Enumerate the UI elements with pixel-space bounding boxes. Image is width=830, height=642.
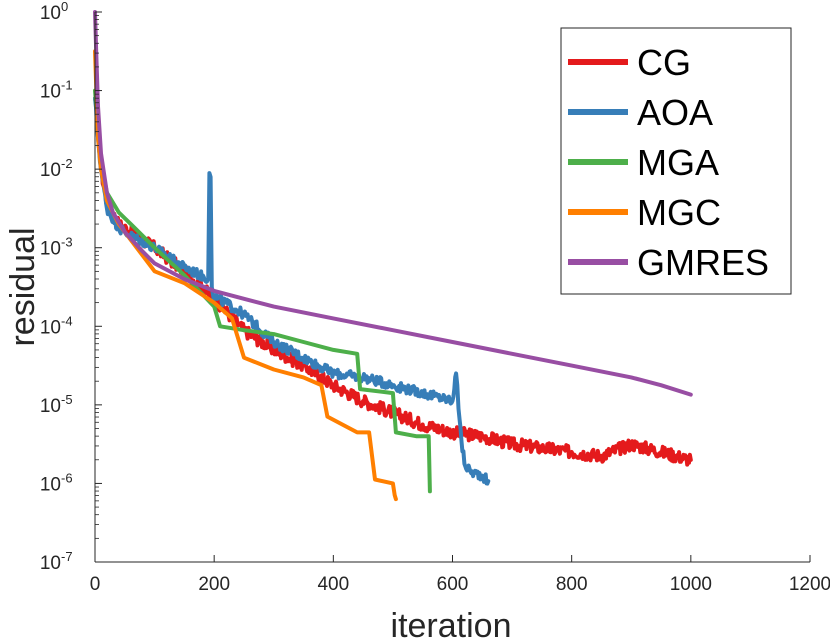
legend-label-aoa: AOA <box>637 92 713 133</box>
legend-label-gmres: GMRES <box>637 242 769 283</box>
series-line-aoa <box>93 96 491 486</box>
legend-label-mgc: MGC <box>637 192 721 233</box>
y-tick-label: 10 <box>40 160 61 181</box>
y-tick-exponent: -7 <box>61 549 73 564</box>
y-tick-exponent: -4 <box>61 313 73 328</box>
x-tick-label: 400 <box>317 574 349 595</box>
y-tick-label: 10 <box>40 82 61 103</box>
y-tick-label: 10 <box>40 396 61 417</box>
x-axis-label: iteration <box>391 607 512 642</box>
x-tick-label: 1000 <box>670 574 712 595</box>
x-tick-label: 1200 <box>789 574 830 595</box>
x-tick-label: 0 <box>90 574 101 595</box>
y-tick-label: 10 <box>40 317 61 338</box>
y-axis-label: residual <box>4 227 42 346</box>
y-tick-exponent: -5 <box>61 392 73 407</box>
legend-label-mga: MGA <box>637 142 719 183</box>
y-tick-exponent: -6 <box>61 470 73 485</box>
x-tick-label: 800 <box>556 574 588 595</box>
y-tick-exponent: 0 <box>61 0 68 14</box>
y-tick-label: 10 <box>40 474 61 495</box>
y-tick-exponent: -3 <box>61 235 73 250</box>
legend: CG AOA MGA MGC GMRES <box>560 27 792 295</box>
series-line-gmres <box>93 10 693 397</box>
y-tick-label: 10 <box>40 3 61 24</box>
y-tick-label: 10 <box>40 553 61 574</box>
y-tick-exponent: -1 <box>61 78 73 93</box>
legend-label-cg: CG <box>637 42 691 83</box>
x-tick-label: 200 <box>198 574 230 595</box>
y-tick-label: 10 <box>40 239 61 260</box>
series-layer <box>93 10 693 502</box>
y-tick-exponent: -2 <box>61 156 73 171</box>
x-tick-label: 600 <box>437 574 469 595</box>
